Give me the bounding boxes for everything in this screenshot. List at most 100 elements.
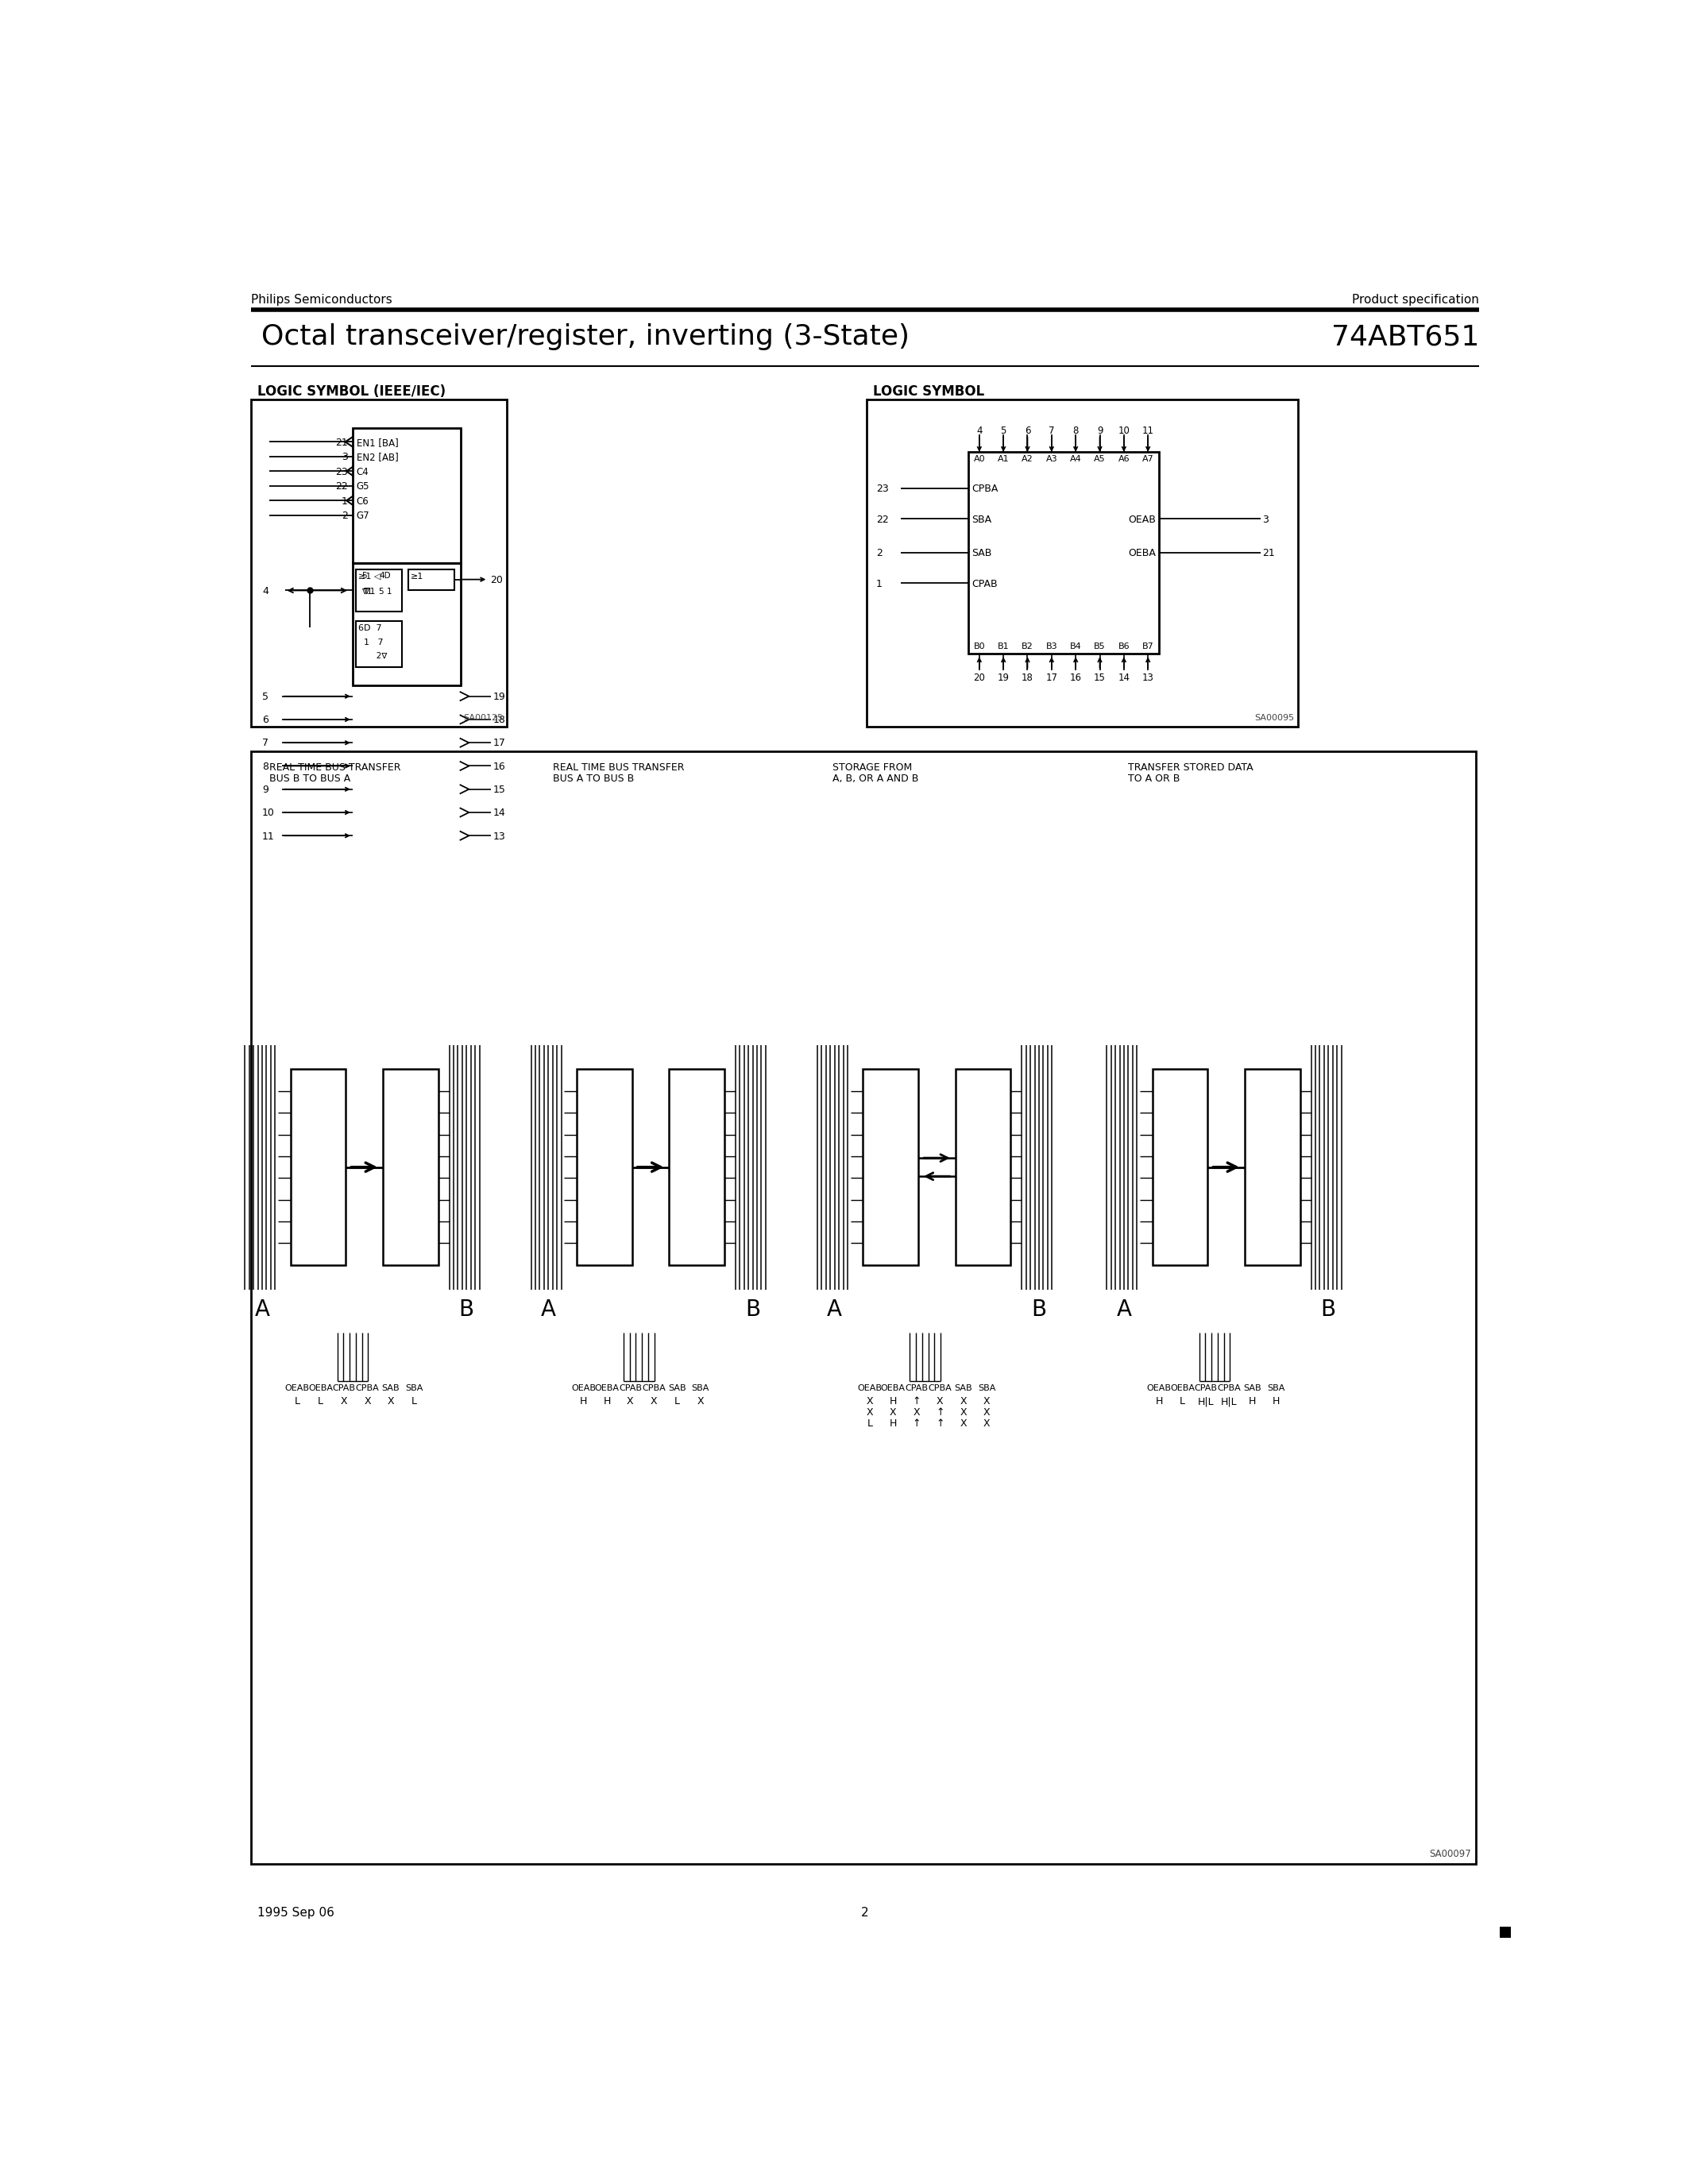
Bar: [383, 1070, 439, 1265]
Text: SBA: SBA: [1268, 1385, 1285, 1391]
Text: B0: B0: [974, 642, 986, 651]
Text: X: X: [890, 1406, 896, 1417]
Text: OEBA: OEBA: [309, 1385, 333, 1391]
Text: TO A OR B: TO A OR B: [1128, 773, 1180, 784]
Text: A2: A2: [1021, 454, 1033, 463]
Bar: [866, 400, 1298, 727]
Text: SA00095: SA00095: [1254, 714, 1295, 723]
Text: B: B: [1320, 1299, 1335, 1321]
Text: 22: 22: [336, 480, 348, 491]
Text: 2: 2: [876, 548, 883, 559]
Text: X: X: [650, 1396, 657, 1406]
Text: 4D: 4D: [380, 572, 390, 581]
Text: B3: B3: [1047, 642, 1057, 651]
Text: SA00097: SA00097: [1430, 1850, 1472, 1859]
Bar: [252, 400, 506, 727]
Text: L: L: [868, 1417, 873, 1428]
Text: 4: 4: [976, 426, 982, 437]
Bar: [969, 452, 1160, 653]
Text: 20: 20: [490, 574, 503, 585]
Text: SBA: SBA: [972, 515, 993, 524]
Text: Philips Semiconductors: Philips Semiconductors: [252, 295, 392, 306]
Text: 3: 3: [1263, 515, 1269, 524]
Text: A7: A7: [1143, 454, 1155, 463]
Text: CPAB: CPAB: [333, 1385, 356, 1391]
Text: Octal transceiver/register, inverting (3-State): Octal transceiver/register, inverting (3…: [262, 323, 910, 349]
Text: X: X: [866, 1406, 873, 1417]
Text: SA00125: SA00125: [464, 714, 503, 723]
Text: B: B: [459, 1299, 474, 1321]
Bar: [577, 1070, 631, 1265]
Text: X: X: [365, 1396, 371, 1406]
Text: CPAB: CPAB: [619, 1385, 641, 1391]
Text: OEBA: OEBA: [1128, 548, 1156, 559]
Text: A, B, OR A AND B: A, B, OR A AND B: [832, 773, 918, 784]
Text: X: X: [913, 1406, 920, 1417]
Text: OEAB: OEAB: [571, 1385, 596, 1391]
Text: 7: 7: [262, 738, 268, 749]
Text: B7: B7: [1143, 642, 1155, 651]
Text: BUS B TO BUS A: BUS B TO BUS A: [270, 773, 351, 784]
Text: CPBA: CPBA: [641, 1385, 665, 1391]
Text: 5 1: 5 1: [380, 587, 392, 596]
Text: X: X: [982, 1396, 991, 1406]
Text: 11: 11: [1143, 426, 1155, 437]
Text: L: L: [294, 1396, 300, 1406]
Text: REAL TIME BUS TRANSFER: REAL TIME BUS TRANSFER: [270, 762, 402, 773]
Bar: [290, 1070, 346, 1265]
Text: 17: 17: [493, 738, 506, 749]
Bar: [353, 563, 461, 686]
Text: CPAB: CPAB: [1195, 1385, 1217, 1391]
Text: 1995 Sep 06: 1995 Sep 06: [257, 1907, 334, 1920]
Text: 8: 8: [1074, 426, 1079, 437]
Text: LOGIC SYMBOL (IEEE/IEC): LOGIC SYMBOL (IEEE/IEC): [257, 384, 446, 400]
Text: X: X: [960, 1396, 967, 1406]
Text: L: L: [317, 1396, 324, 1406]
Text: H: H: [1155, 1396, 1163, 1406]
Text: 18: 18: [493, 714, 506, 725]
Text: A: A: [827, 1299, 842, 1321]
Text: H: H: [603, 1396, 611, 1406]
Text: 9: 9: [262, 784, 268, 795]
Text: X: X: [960, 1406, 967, 1417]
Text: B6: B6: [1117, 642, 1129, 651]
Text: 6: 6: [1025, 426, 1030, 437]
Text: H|L: H|L: [1198, 1396, 1214, 1406]
Text: B2: B2: [1021, 642, 1033, 651]
Text: H: H: [890, 1396, 896, 1406]
Text: OEBA: OEBA: [594, 1385, 619, 1391]
Bar: [353, 428, 461, 563]
Text: A6: A6: [1117, 454, 1129, 463]
Text: X: X: [982, 1417, 991, 1428]
Text: 2: 2: [861, 1907, 869, 1920]
Text: H: H: [579, 1396, 587, 1406]
Bar: [1244, 1070, 1300, 1265]
Text: 10: 10: [1117, 426, 1129, 437]
Text: 5: 5: [361, 572, 366, 581]
Text: L: L: [1180, 1396, 1185, 1406]
Text: L: L: [412, 1396, 417, 1406]
Bar: [863, 1070, 918, 1265]
Text: 22: 22: [876, 515, 888, 524]
Text: C4: C4: [356, 467, 368, 476]
Text: 19: 19: [998, 673, 1009, 684]
Text: A: A: [540, 1299, 555, 1321]
Text: STORAGE FROM: STORAGE FROM: [832, 762, 913, 773]
Bar: [408, 570, 454, 590]
Text: ≥1: ≥1: [410, 572, 424, 581]
Text: 15: 15: [493, 784, 506, 795]
Text: X: X: [937, 1396, 944, 1406]
Text: 14: 14: [493, 808, 505, 819]
Text: LOGIC SYMBOL: LOGIC SYMBOL: [873, 384, 984, 400]
Text: 9: 9: [1097, 426, 1102, 437]
Bar: [1153, 1070, 1207, 1265]
Text: X: X: [697, 1396, 704, 1406]
Text: SAB: SAB: [1244, 1385, 1261, 1391]
Text: 23: 23: [876, 485, 888, 494]
Text: 10: 10: [262, 808, 275, 819]
Text: ≥1 ◁: ≥1 ◁: [358, 572, 381, 581]
Text: X: X: [626, 1396, 633, 1406]
Text: B: B: [1031, 1299, 1047, 1321]
Bar: [356, 620, 402, 666]
Text: CPAB: CPAB: [972, 579, 998, 590]
